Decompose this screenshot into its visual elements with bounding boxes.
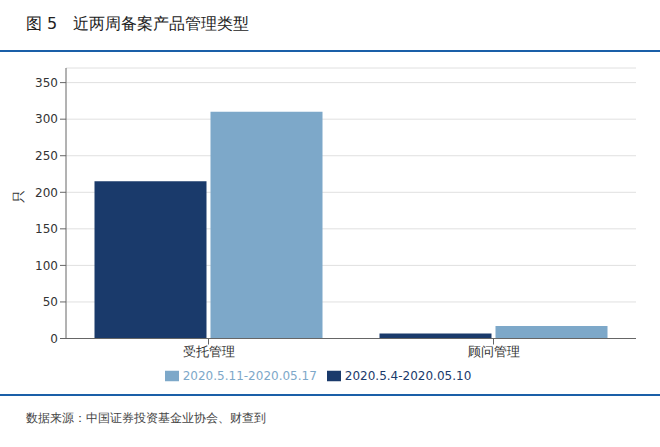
- svg-text:0: 0: [50, 332, 58, 346]
- svg-text:100: 100: [35, 259, 58, 273]
- svg-text:顾问管理: 顾问管理: [468, 344, 520, 359]
- html-text:图 5 近两周备案产品管理类型: 图 5 近两周备案产品管理类型: [26, 14, 249, 33]
- svg-text:受托管理: 受托管理: [183, 344, 235, 359]
- svg-text:200: 200: [35, 186, 58, 200]
- html-text:2020.5.4-2020.05.10: 2020.5.4-2020.05.10: [344, 368, 472, 383]
- html-text:2020.5.11-2020.05.17: 2020.5.11-2020.05.17: [182, 368, 317, 383]
- html-text:数据来源：中国证券投资基金业协会、财查到: 数据来源：中国证券投资基金业协会、财查到: [26, 411, 266, 425]
- svg-text:150: 150: [35, 222, 58, 236]
- svg-text:250: 250: [35, 149, 58, 163]
- svg-text:350: 350: [35, 76, 58, 90]
- svg-text:50: 50: [43, 295, 58, 309]
- svg-text:300: 300: [35, 112, 58, 126]
- svg-text:只: 只: [11, 190, 26, 203]
